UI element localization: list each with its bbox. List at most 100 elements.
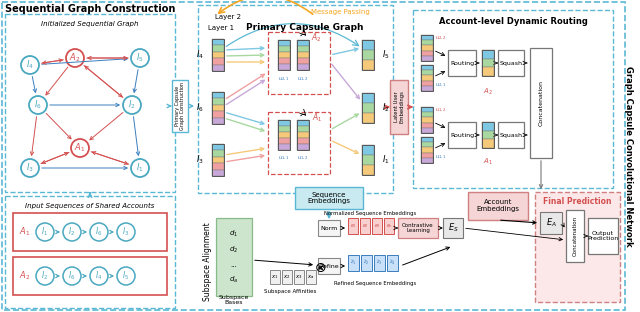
Bar <box>482 67 494 76</box>
Bar <box>212 52 224 58</box>
Bar <box>216 218 252 296</box>
Bar <box>278 40 290 70</box>
Text: Concatenation: Concatenation <box>573 216 577 256</box>
Bar <box>212 105 224 111</box>
Text: $I_3$: $I_3$ <box>26 162 34 174</box>
Text: Normalized Sequence Embeddings: Normalized Sequence Embeddings <box>324 211 416 216</box>
Bar <box>297 52 309 58</box>
Text: $\tilde{z}_2$: $\tilde{z}_2$ <box>363 259 369 267</box>
Bar <box>362 165 374 175</box>
Bar <box>384 218 394 234</box>
Bar <box>5 14 175 192</box>
Bar <box>482 122 494 131</box>
Text: $x_1$: $x_1$ <box>271 273 278 281</box>
Text: $I_6$: $I_6$ <box>196 102 204 114</box>
Bar <box>297 46 309 52</box>
Circle shape <box>66 49 84 67</box>
Bar <box>362 40 374 70</box>
Bar <box>212 65 224 71</box>
Text: $e_3$: $e_3$ <box>374 222 380 230</box>
Bar <box>421 46 433 51</box>
Bar <box>212 144 224 176</box>
Text: Graph Capsule Convolutional Network: Graph Capsule Convolutional Network <box>623 66 632 246</box>
Bar <box>297 40 309 46</box>
Text: Squash: Squash <box>499 61 522 66</box>
Text: $I_4$: $I_4$ <box>95 270 102 282</box>
Text: $u_{2,1}$: $u_{2,1}$ <box>435 81 447 89</box>
Bar <box>421 86 433 91</box>
Text: Refined Sequence Embeddings: Refined Sequence Embeddings <box>334 281 416 286</box>
Text: $I_6$: $I_6$ <box>95 226 102 238</box>
Bar <box>5 196 175 308</box>
Circle shape <box>131 159 149 177</box>
Bar <box>297 120 309 126</box>
Text: Sequential Graph Construction: Sequential Graph Construction <box>5 4 175 14</box>
Bar <box>348 255 359 271</box>
Text: ...: ... <box>230 262 237 268</box>
Bar <box>297 132 309 138</box>
Bar <box>468 192 528 220</box>
Text: $x_2$: $x_2$ <box>284 273 291 281</box>
Bar <box>278 58 290 64</box>
Bar <box>13 213 167 251</box>
Text: Latent User
Embeddings: Latent User Embeddings <box>394 90 404 124</box>
Text: $I_4$: $I_4$ <box>26 59 34 71</box>
Bar <box>172 80 188 132</box>
Text: Squash: Squash <box>499 133 522 138</box>
Bar <box>362 93 374 123</box>
Bar <box>348 218 358 234</box>
Bar <box>278 40 290 46</box>
Bar <box>212 92 224 124</box>
Text: Initialized Sequential Graph: Initialized Sequential Graph <box>41 21 139 27</box>
Bar <box>278 64 290 70</box>
Bar <box>387 255 398 271</box>
Text: $I_3$: $I_3$ <box>122 226 130 238</box>
Text: $x_3$: $x_3$ <box>295 273 303 281</box>
Bar <box>390 80 408 134</box>
Bar <box>212 170 224 176</box>
Text: Contrastive
Learning: Contrastive Learning <box>402 222 434 233</box>
Text: Primary Capsule Graph: Primary Capsule Graph <box>246 22 364 32</box>
Circle shape <box>71 139 89 157</box>
Text: $I_1$: $I_1$ <box>382 154 390 166</box>
Circle shape <box>117 267 135 285</box>
Circle shape <box>131 49 149 67</box>
Text: $I_1$: $I_1$ <box>42 226 49 238</box>
Bar <box>297 126 309 132</box>
Bar <box>535 192 620 302</box>
Bar <box>361 255 372 271</box>
Text: Message Passing: Message Passing <box>310 9 369 15</box>
Bar <box>421 147 433 153</box>
Text: $u_{2,1}$: $u_{2,1}$ <box>278 76 290 83</box>
Bar <box>297 144 309 150</box>
Bar <box>212 39 224 46</box>
Bar <box>362 145 374 175</box>
Bar <box>362 60 374 70</box>
Bar <box>362 50 374 60</box>
Text: $A_2$: $A_2$ <box>69 52 81 64</box>
Circle shape <box>90 223 108 241</box>
Text: Account
Embeddings: Account Embeddings <box>477 199 520 212</box>
Bar <box>421 142 433 147</box>
Text: $x_a$: $x_a$ <box>307 273 315 281</box>
Text: $e_n$: $e_n$ <box>385 222 392 230</box>
Bar <box>270 270 280 284</box>
Bar <box>212 157 224 163</box>
Text: $I_2$: $I_2$ <box>128 99 136 111</box>
Circle shape <box>123 96 141 114</box>
Text: Norm: Norm <box>321 226 338 231</box>
Text: $e_2$: $e_2$ <box>362 222 369 230</box>
Text: Layer 2: Layer 2 <box>215 14 241 20</box>
Bar <box>294 270 304 284</box>
Text: Final Prediction: Final Prediction <box>543 197 611 207</box>
Bar <box>421 123 433 128</box>
Bar <box>362 145 374 155</box>
Text: Refine: Refine <box>319 264 339 269</box>
Text: $A_1$: $A_1$ <box>19 226 31 238</box>
Text: $I_1$: $I_1$ <box>136 162 144 174</box>
Bar <box>421 112 433 117</box>
Bar <box>268 112 330 174</box>
Bar <box>295 187 363 209</box>
Bar <box>421 153 433 158</box>
Text: $E_S$: $E_S$ <box>447 222 458 234</box>
